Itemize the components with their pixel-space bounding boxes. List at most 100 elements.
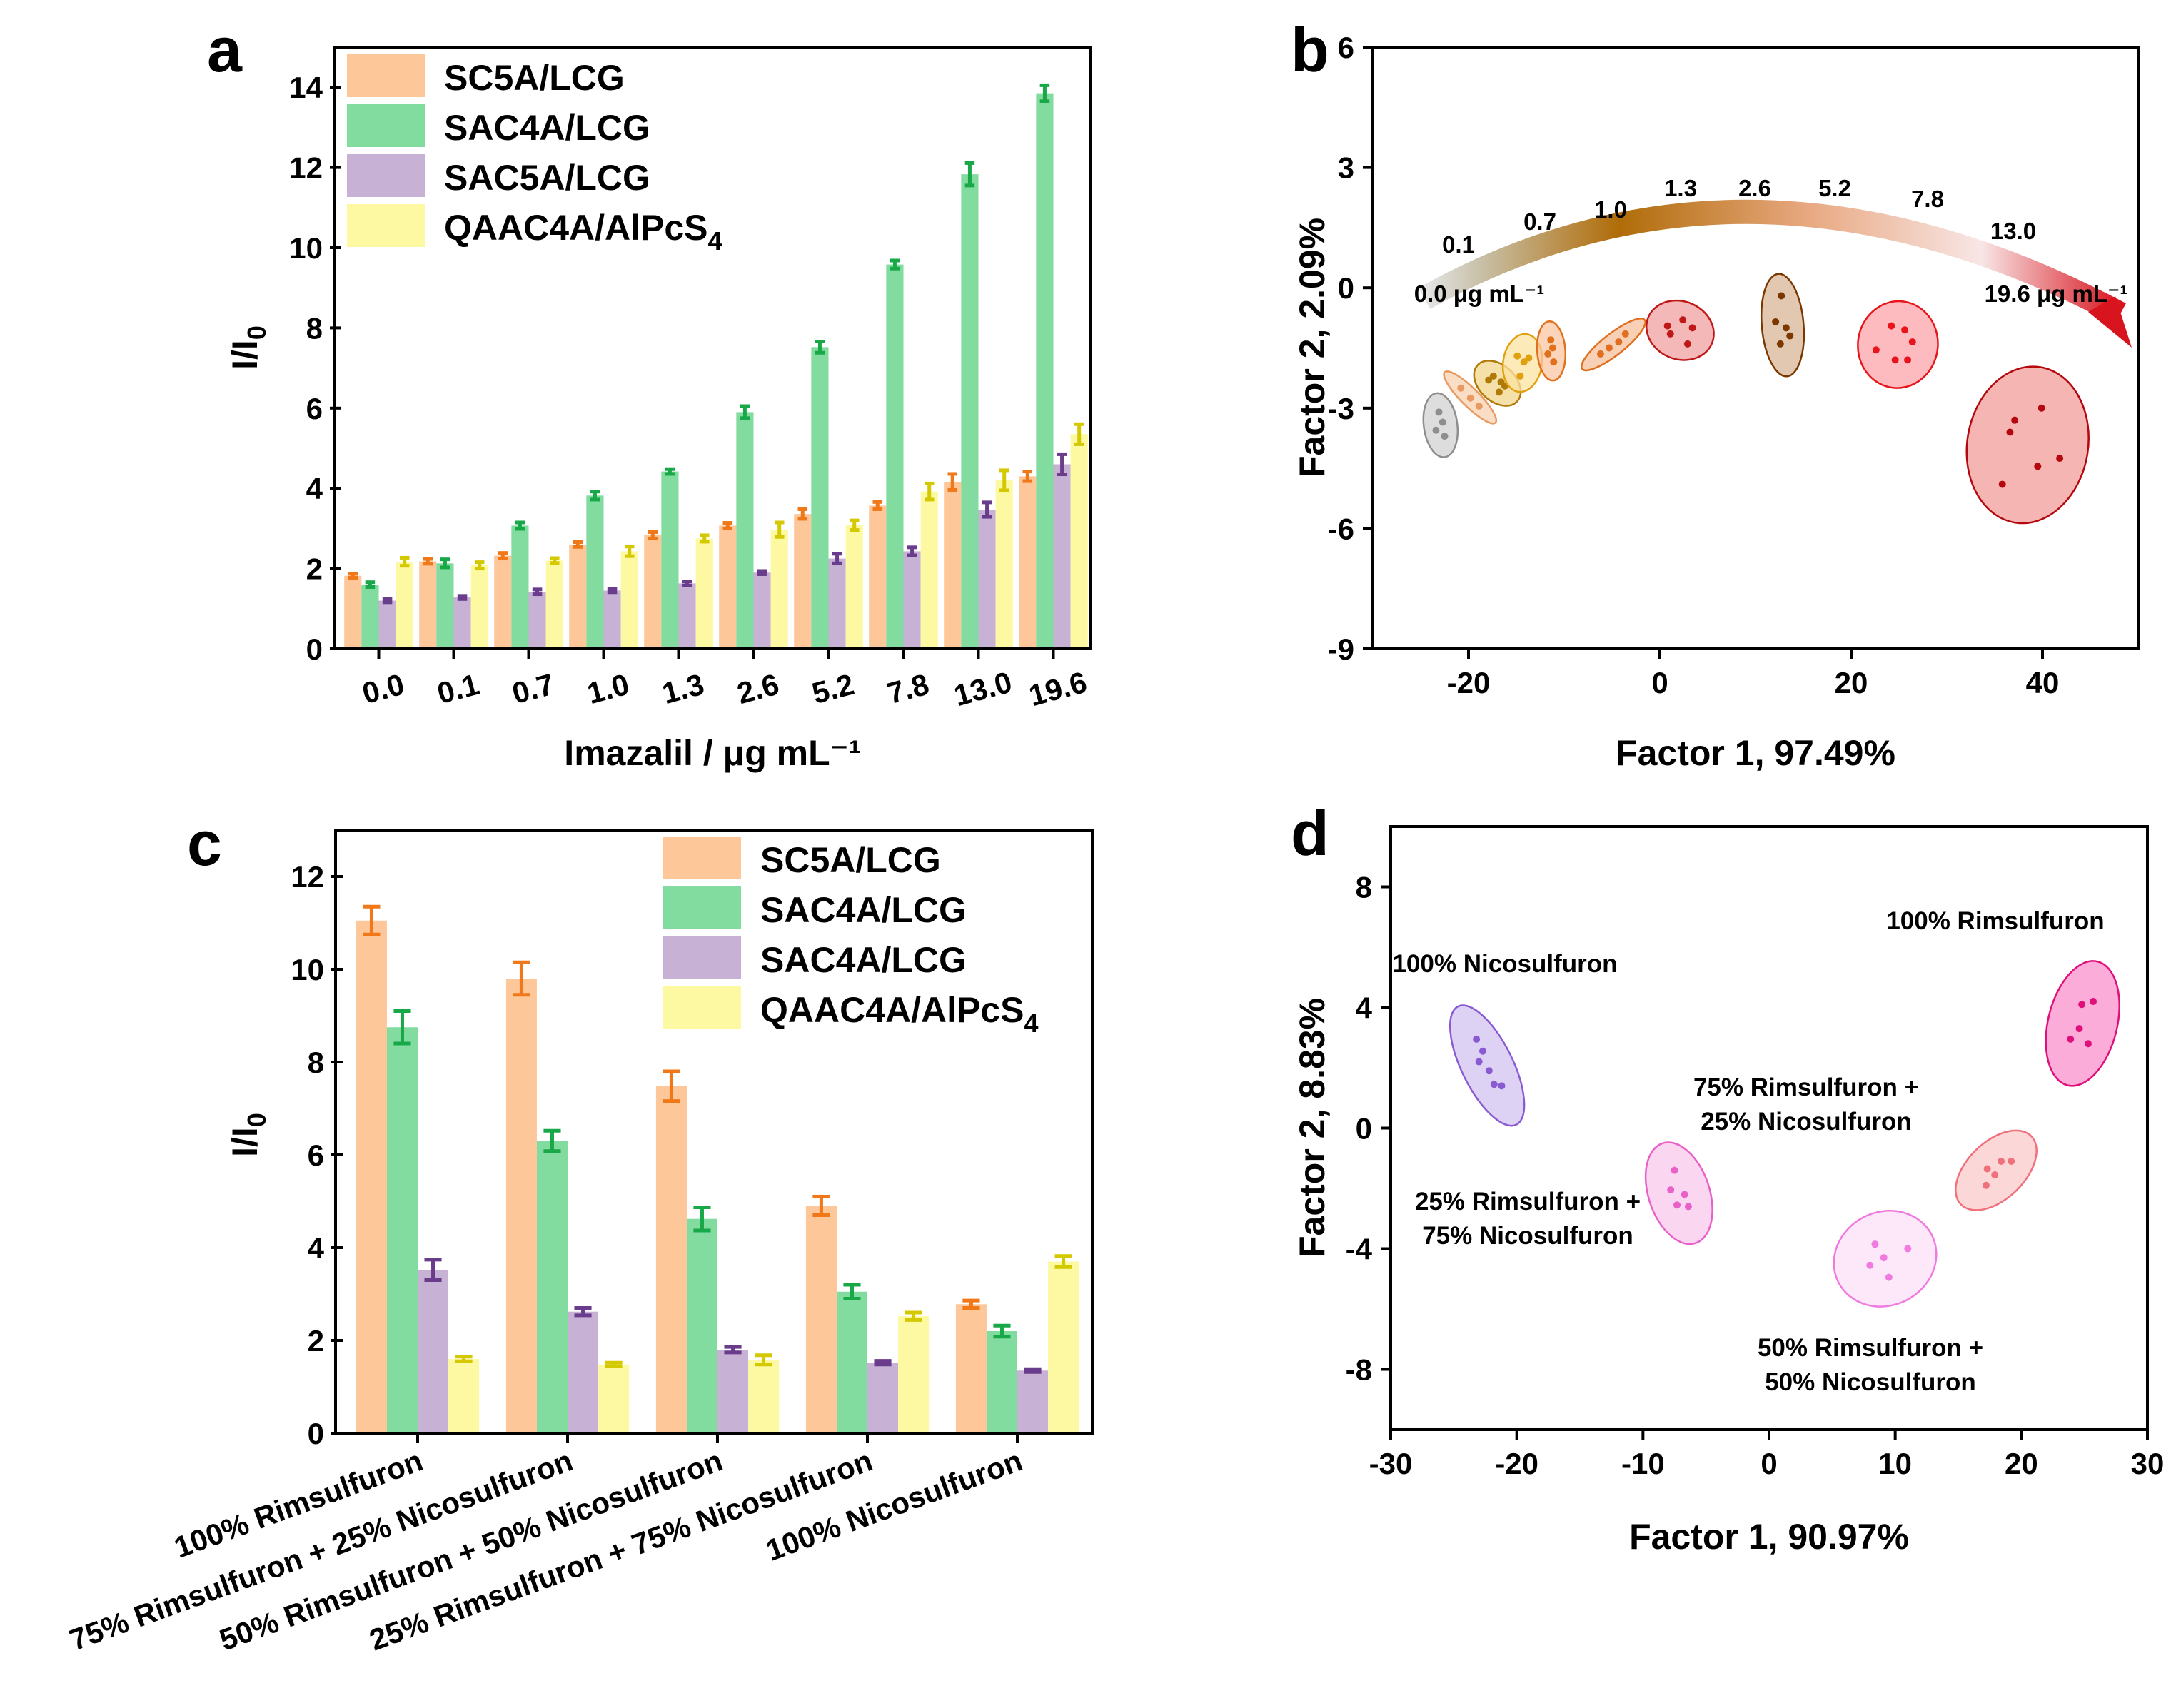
chart-c-bar-2-0 [418, 1270, 449, 1433]
chart-d-xtick-label-6: 30 [2131, 1447, 2165, 1480]
chart-b-arrow-label-6: 5.2 [1818, 175, 1851, 201]
chart-d-point-2-2 [1866, 1261, 1874, 1269]
chart-d-ylabel: Factor 2, 8.83% [1292, 998, 1332, 1258]
chart-c-bar-1-3 [836, 1291, 867, 1433]
chart-c-bar-2-1 [568, 1311, 599, 1433]
chart-a-errorbar-1-8 [964, 161, 975, 188]
chart-a-bar-1-2 [511, 525, 529, 649]
chart-b-point-7-3 [1776, 340, 1784, 348]
concentration-arrow [1418, 199, 2126, 325]
chart-b-point-6-4 [1683, 340, 1691, 348]
chart-b-point-6-1 [1666, 330, 1674, 338]
chart-b-point-8-3 [1908, 338, 1916, 346]
chart-a-errorbar-1-6 [815, 340, 825, 355]
chart-d-xtick-label-2: -10 [1621, 1447, 1665, 1480]
chart-d-group-label-2-0: 50% Rimsulfuron + [1758, 1334, 1983, 1362]
legend-c-swatch-1 [663, 886, 741, 929]
chart-a-bar-1-3 [586, 495, 604, 649]
chart-a-errorbar-1-5 [740, 404, 750, 420]
chart-c-errorbar-1-1 [543, 1128, 561, 1153]
chart-d-point-3-4 [1982, 1181, 1990, 1189]
chart-b-point-9-0 [2006, 428, 2014, 436]
chart-d-xtick-label-0: -30 [1369, 1447, 1413, 1480]
legend-a-label-0: SC5A/LCG [444, 58, 625, 98]
chart-a-bar-2-1 [453, 597, 471, 649]
chart-b-xlabel: Factor 1, 97.49% [1616, 733, 1895, 773]
chart-a-bar-1-0 [361, 585, 379, 649]
chart-a-errorbar-1-1 [440, 557, 450, 570]
chart-c-ytick-label-4: 8 [308, 1046, 324, 1079]
chart-c-ytick-label-2: 4 [308, 1231, 325, 1265]
panel-label-d: d [1291, 798, 1329, 869]
chart-c-bar-3-2 [748, 1360, 780, 1433]
chart-d-ellipse-4 [2045, 960, 2120, 1087]
chart-b-point-7-2 [1782, 324, 1790, 332]
chart-b-ellipse-5 [1581, 318, 1646, 372]
chart-b-arrow-label-1: 0.1 [1442, 231, 1475, 258]
chart-a-errorbar-0-3 [573, 540, 583, 549]
chart-a-ytick-label-6: 12 [289, 151, 323, 185]
chart-a-errorbar-3-8 [999, 468, 1009, 492]
chart-b-point-3-3 [1525, 354, 1533, 362]
chart-d-point-0-3 [1490, 1081, 1498, 1088]
chart-a-errorbar-1-2 [515, 520, 525, 531]
chart-c-bar-1-4 [986, 1331, 1017, 1433]
chart-a-errorbar-2-9 [1057, 452, 1067, 477]
chart-a-ylabel: I/I0 [225, 325, 271, 370]
chart-a-errorbar-1-7 [890, 258, 900, 271]
chart-a-bar-3-5 [770, 530, 788, 649]
chart-a-errorbar-0-9 [1022, 470, 1033, 483]
chart-d-ytick-label-0: -8 [1346, 1353, 1372, 1387]
chart-b-ytick-label-5: 6 [1338, 31, 1354, 64]
chart-c-errorbar-3-2 [755, 1353, 772, 1367]
chart-b-arrow-label-9: 19.6 μg mL⁻¹ [1985, 281, 2128, 307]
chart-b-point-3-2 [1516, 372, 1524, 380]
chart-d-point-1-3 [1673, 1201, 1681, 1209]
chart-d-xtick-label-5: 20 [2005, 1447, 2038, 1480]
legend-c-swatch-2 [663, 936, 741, 979]
chart-a-ytick-label-3: 6 [306, 392, 323, 425]
chart-a-errorbar-1-0 [365, 580, 376, 589]
chart-a-errorbar-3-2 [549, 556, 560, 565]
chart-b-ytick-label-2: -3 [1328, 392, 1354, 425]
chart-c-bar-3-0 [448, 1359, 480, 1433]
chart-d-xtick-label-4: 10 [1878, 1447, 1912, 1480]
chart-c-ytick-label-0: 0 [308, 1417, 324, 1450]
chart-c-bar-1-2 [686, 1218, 717, 1433]
chart-d-point-1-1 [1667, 1186, 1675, 1194]
chart-b-point-8-4 [1891, 356, 1899, 364]
chart-c-errorbar-0-1 [513, 960, 530, 997]
chart-d-xtick-label-1: -20 [1495, 1447, 1538, 1480]
chart-a-bar-1-7 [886, 264, 904, 649]
chart-c-errorbar-0-3 [812, 1195, 830, 1217]
chart-c-errorbar-3-0 [455, 1355, 473, 1363]
chart-c-bar-0-0 [356, 920, 387, 1433]
legend-a-label-1: SAC4A/LCG [444, 108, 650, 148]
chart-b-point-4-1 [1548, 344, 1556, 352]
chart-a-errorbar-2-5 [757, 569, 767, 576]
legend-c-label-0: SC5A/LCG [760, 840, 941, 880]
chart-b-arrow-label-7: 7.8 [1911, 186, 1944, 212]
chart-a-xtick-label-0: 0.0 [358, 667, 408, 711]
chart-a-bar-3-4 [695, 538, 713, 649]
chart-d-xtick-label-3: 0 [1761, 1447, 1777, 1480]
chart-a-bar-0-0 [344, 575, 362, 649]
chart-b-arrow-label-8: 13.0 [1990, 218, 2036, 244]
chart-c-bar-0-3 [805, 1206, 837, 1433]
chart-d-point-0-4 [1498, 1082, 1506, 1090]
chart-b-point-8-5 [1904, 356, 1912, 364]
chart-d-point-1-4 [1684, 1203, 1692, 1211]
chart-d-point-3-1 [2008, 1157, 2015, 1165]
chart-a-errorbar-2-7 [907, 545, 917, 557]
chart-a-errorbar-2-1 [457, 594, 468, 601]
chart-a-bar-3-7 [920, 491, 938, 649]
chart-a-bar-1-9 [1036, 93, 1054, 649]
chart-b-point-0-1 [1439, 418, 1446, 426]
chart-b-xtick-label-0: -20 [1447, 666, 1491, 699]
chart-a-bar-0-9 [1019, 476, 1037, 649]
chart-a-xtick-label-3: 1.0 [583, 667, 633, 711]
chart-a-errorbar-1-3 [590, 490, 600, 502]
chart-d: 100% Nicosulfuron 25% Rimsulfuron + 75% Ni… [1292, 825, 2165, 1557]
chart-a-bar-0-2 [494, 555, 512, 649]
